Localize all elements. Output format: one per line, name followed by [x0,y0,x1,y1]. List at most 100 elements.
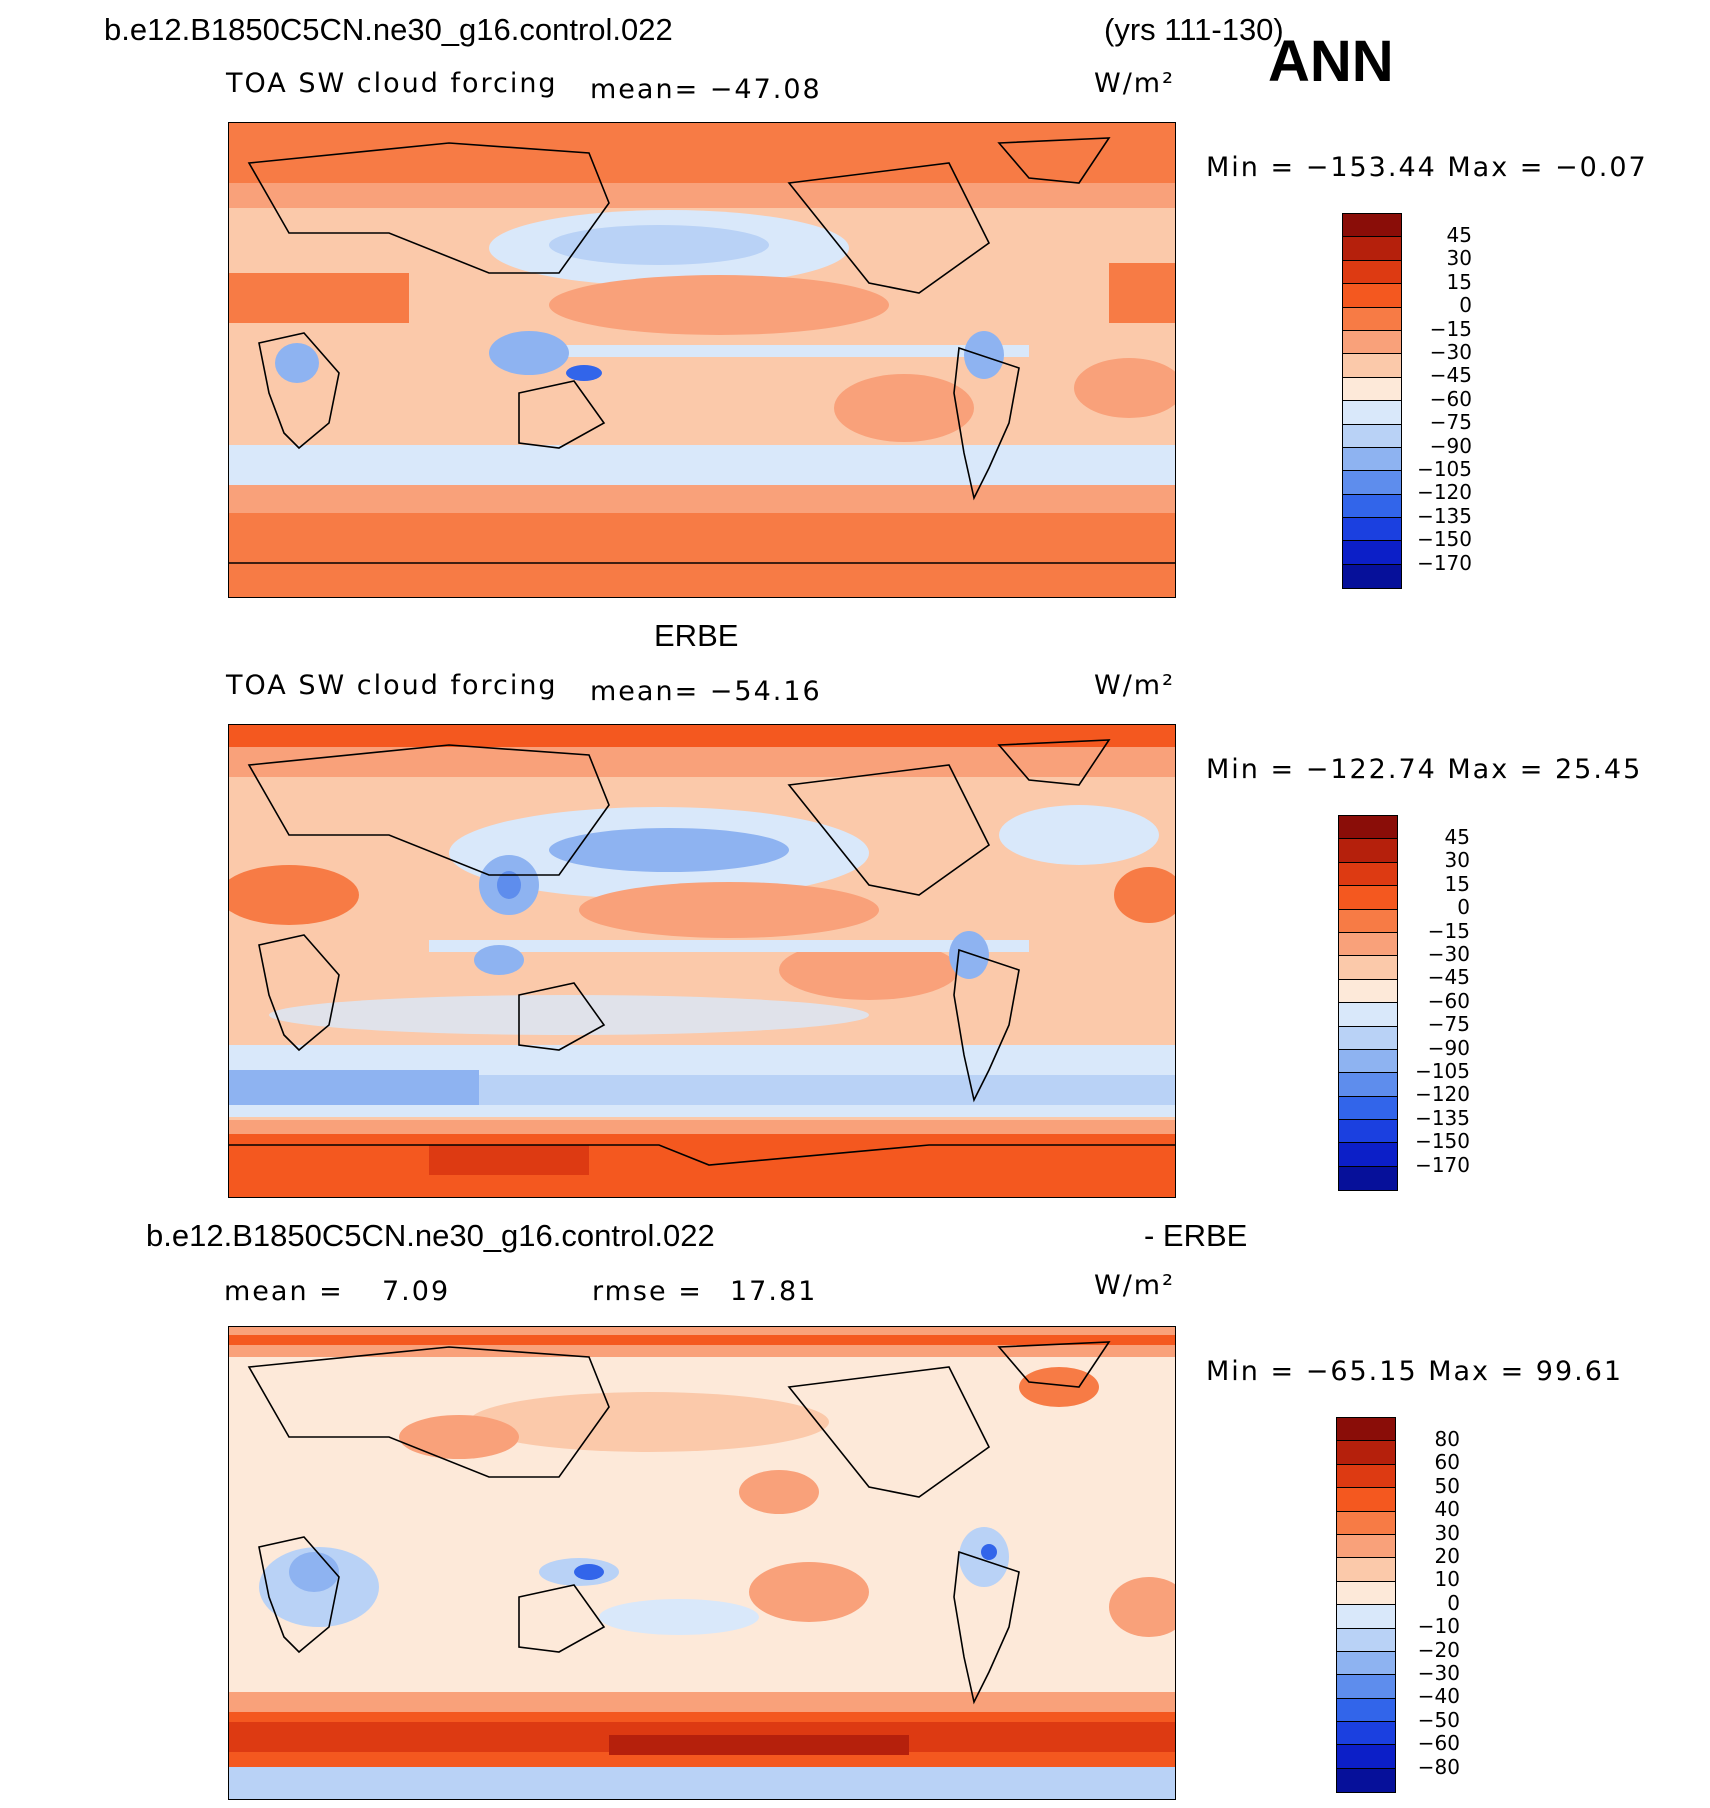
colorbar-swatch [1337,1511,1395,1535]
colorbar-swatch [1337,1464,1395,1489]
panel2-colorbar [1338,815,1398,1192]
season-label: ANN [1268,29,1394,94]
panel3-minmax: Min = −65.15 Max = 99.61 [1206,1356,1624,1387]
panel2-colorbar-labels: 45 30 15 0 −15 −30 −45 −60 −75 −90 −105 … [1410,825,1470,1177]
colorbar-swatch [1339,886,1397,910]
colorbar-label: 45 [1446,223,1472,247]
colorbar-label: 15 [1446,269,1472,294]
colorbar-label: −50 [1417,1707,1460,1732]
colorbar-swatch [1343,237,1401,261]
colorbar-label: 45 [1444,825,1470,849]
panel3-units: W/m² [1094,1270,1175,1301]
colorbar-swatch [1337,1651,1395,1676]
panel1-map-svg [229,123,1175,597]
panel1-variable: TOA SW cloud forcing [226,68,558,99]
colorbar-label: −120 [1417,480,1472,505]
colorbar-swatch [1343,541,1401,565]
colorbar-label: −45 [1427,965,1470,990]
colorbar-label: −75 [1427,1012,1470,1037]
colorbar-label: −120 [1415,1082,1470,1107]
colorbar-label: −105 [1415,1059,1470,1084]
colorbar-swatch [1343,424,1401,448]
colorbar-label: 50 [1434,1473,1460,1498]
colorbar-swatch [1343,330,1401,355]
colorbar-label: 30 [1444,848,1470,873]
colorbar-swatch [1337,1768,1395,1793]
colorbar-swatch [1343,307,1401,331]
colorbar-swatch [1337,1558,1395,1582]
colorbar-swatch [1339,1166,1397,1191]
colorbar-label: −10 [1417,1614,1460,1639]
panel1-units: W/m² [1094,68,1175,99]
colorbar-swatch [1343,471,1401,495]
colorbar-swatch [1343,401,1401,425]
colorbar-label: 80 [1434,1427,1460,1451]
colorbar-label: −60 [1417,1731,1460,1756]
colorbar-label: 10 [1434,1567,1460,1592]
colorbar-label: −15 [1427,918,1470,943]
colorbar-label: −105 [1417,457,1472,482]
colorbar-label: −60 [1427,988,1470,1013]
panel2-variable: TOA SW cloud forcing [226,670,558,701]
colorbar-swatch [1337,1488,1395,1512]
colorbar-label: 30 [1434,1520,1460,1545]
colorbar-label: −135 [1415,1105,1470,1130]
colorbar-label: −15 [1429,316,1472,341]
colorbar-swatch [1339,839,1397,863]
colorbar-label: 0 [1459,293,1472,318]
colorbar-label: −75 [1429,410,1472,435]
colorbar-swatch [1343,494,1401,519]
colorbar-swatch [1339,932,1397,957]
colorbar-label: −150 [1417,527,1472,552]
colorbar-swatch [1337,1534,1395,1559]
case-title: b.e12.B1850C5CN.ne30_g16.control.022 [104,12,673,47]
colorbar-label: −20 [1417,1637,1460,1662]
colorbar-swatch [1339,1096,1397,1121]
panel2-map [228,724,1176,1198]
colorbar-swatch [1343,354,1401,378]
colorbar-swatch [1343,564,1401,589]
colorbar-label: 20 [1434,1544,1460,1569]
panel1-mean: mean= −47.08 [590,74,822,105]
panel3-rmse-label: rmse = [592,1276,703,1307]
panel2-map-svg [229,725,1175,1197]
colorbar-swatch [1343,214,1401,238]
colorbar-swatch [1337,1441,1395,1465]
colorbar-swatch [1337,1745,1395,1769]
colorbar-label: −30 [1417,1661,1460,1686]
colorbar-swatch [1337,1628,1395,1652]
colorbar-swatch [1339,956,1397,980]
colorbar-label: −80 [1417,1754,1460,1779]
colorbar-label: −45 [1429,363,1472,388]
colorbar-swatch [1337,1675,1395,1699]
panel3-colorbar [1336,1417,1396,1794]
colorbar-swatch [1339,1049,1397,1074]
colorbar-label: 0 [1457,895,1470,920]
colorbar-swatch [1343,518,1401,542]
panel3-map [228,1326,1176,1800]
colorbar-swatch [1339,909,1397,933]
panel3-map-svg [229,1327,1175,1799]
panel1-colorbar-labels: 45 30 15 0 −15 −30 −45 −60 −75 −90 −105 … [1412,223,1472,575]
colorbar-swatch [1339,862,1397,887]
colorbar-swatch [1339,1026,1397,1050]
colorbar-label: −40 [1417,1684,1460,1709]
colorbar-label: −170 [1417,550,1472,575]
colorbar-swatch [1337,1722,1395,1746]
panel1-minmax: Min = −153.44 Max = −0.07 [1206,152,1648,183]
colorbar-label: −170 [1415,1152,1470,1177]
panel1-map [228,122,1176,598]
colorbar-label: 40 [1434,1497,1460,1522]
panel3-title-right: - ERBE [1144,1218,1248,1253]
colorbar-swatch [1343,377,1401,402]
colorbar-swatch [1337,1581,1395,1606]
colorbar-swatch [1337,1698,1395,1723]
panel3-mean-value: 7.09 [382,1276,451,1307]
colorbar-swatch [1339,1073,1397,1097]
panel2-mean: mean= −54.16 [590,676,822,707]
colorbar-swatch [1343,284,1401,308]
colorbar-swatch [1343,260,1401,285]
panel3-title-left: b.e12.B1850C5CN.ne30_g16.control.022 [146,1218,715,1253]
colorbar-label: −60 [1429,386,1472,411]
panel3-colorbar-labels: 80 60 50 40 30 20 10 0 −10 −20 −30 −40 −… [1404,1427,1460,1779]
